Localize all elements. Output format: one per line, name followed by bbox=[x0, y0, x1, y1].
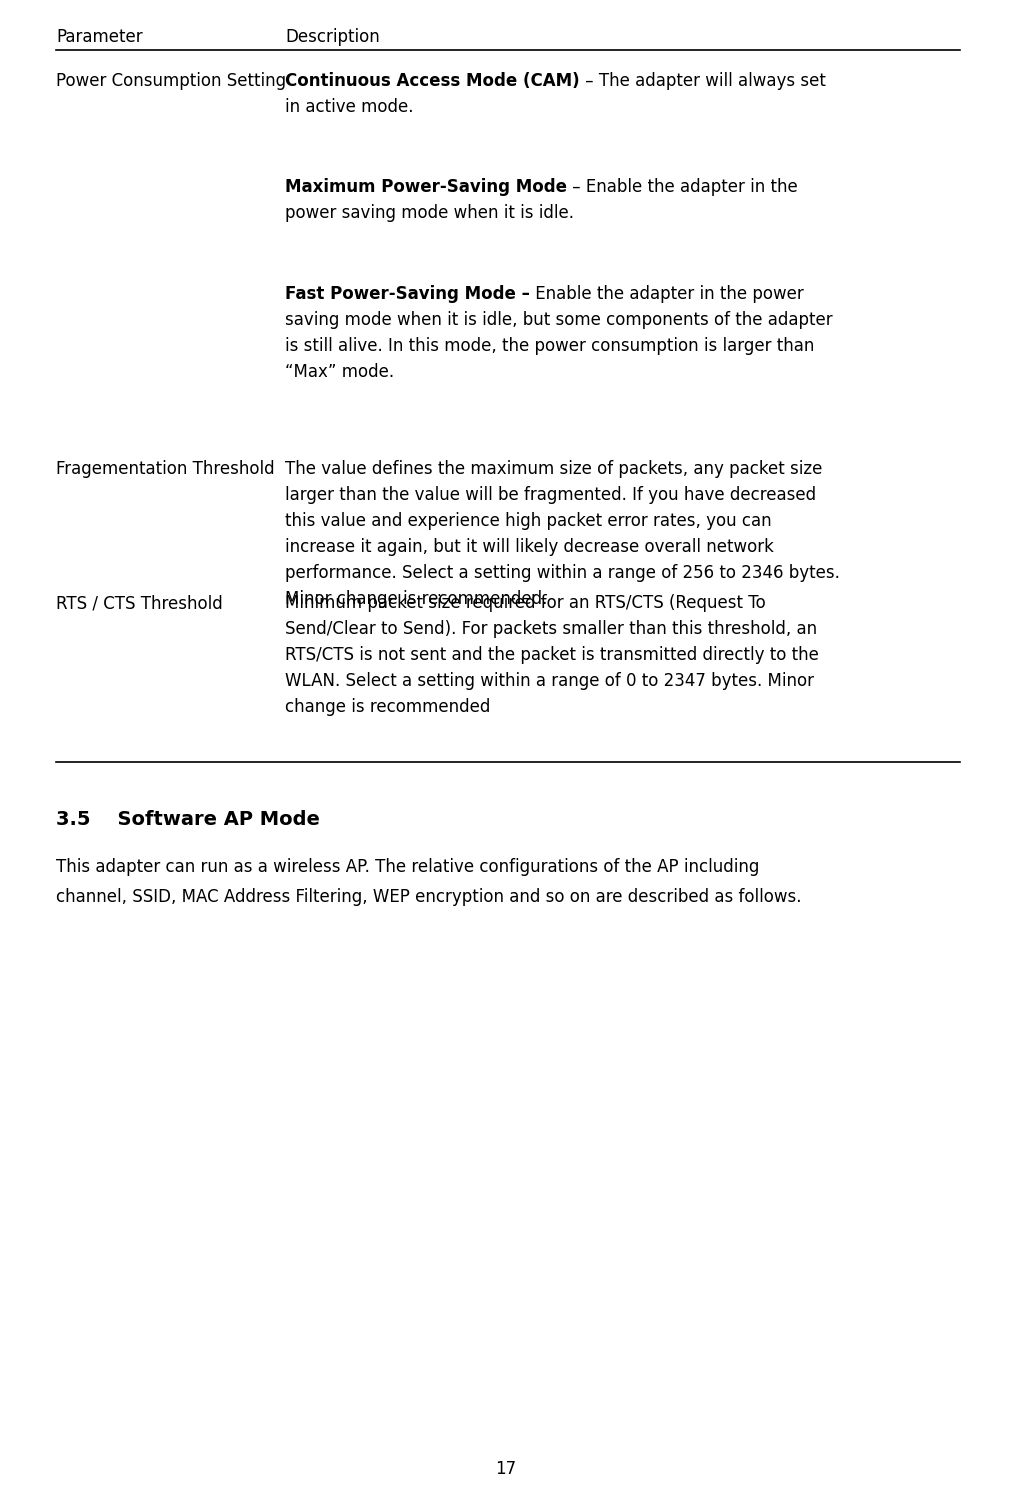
Text: Fast Power-Saving Mode –: Fast Power-Saving Mode – bbox=[285, 285, 530, 303]
Text: power saving mode when it is idle.: power saving mode when it is idle. bbox=[285, 205, 573, 223]
Text: Power Consumption Setting: Power Consumption Setting bbox=[56, 72, 286, 90]
Text: increase it again, but it will likely decrease overall network: increase it again, but it will likely de… bbox=[285, 538, 773, 556]
Text: RTS/CTS is not sent and the packet is transmitted directly to the: RTS/CTS is not sent and the packet is tr… bbox=[285, 645, 818, 663]
Text: this value and experience high packet error rates, you can: this value and experience high packet er… bbox=[285, 512, 770, 530]
Text: Send/Clear to Send). For packets smaller than this threshold, an: Send/Clear to Send). For packets smaller… bbox=[285, 620, 816, 638]
Text: This adapter can run as a wireless AP. The relative configurations of the AP inc: This adapter can run as a wireless AP. T… bbox=[56, 858, 758, 875]
Text: Minimum packet size required for an RTS/CTS (Request To: Minimum packet size required for an RTS/… bbox=[285, 595, 765, 613]
Text: change is recommended: change is recommended bbox=[285, 698, 490, 716]
Text: Enable the adapter in the power: Enable the adapter in the power bbox=[530, 285, 803, 303]
Text: channel, SSID, MAC Address Filtering, WEP encryption and so on are described as : channel, SSID, MAC Address Filtering, WE… bbox=[56, 887, 801, 905]
Text: Description: Description bbox=[285, 28, 379, 46]
Text: The value defines the maximum size of packets, any packet size: The value defines the maximum size of pa… bbox=[285, 460, 822, 478]
Text: Minor change is recommended.: Minor change is recommended. bbox=[285, 590, 547, 608]
Text: performance. Select a setting within a range of 256 to 2346 bytes.: performance. Select a setting within a r… bbox=[285, 565, 839, 583]
Text: 17: 17 bbox=[495, 1460, 516, 1478]
Text: – Enable the adapter in the: – Enable the adapter in the bbox=[566, 178, 797, 196]
Text: 3.5    Software AP Mode: 3.5 Software AP Mode bbox=[56, 810, 319, 829]
Text: WLAN. Select a setting within a range of 0 to 2347 bytes. Minor: WLAN. Select a setting within a range of… bbox=[285, 672, 813, 690]
Text: “Max” mode.: “Max” mode. bbox=[285, 363, 393, 381]
Text: saving mode when it is idle, but some components of the adapter: saving mode when it is idle, but some co… bbox=[285, 311, 832, 329]
Text: Fragementation Threshold: Fragementation Threshold bbox=[56, 460, 274, 478]
Text: RTS / CTS Threshold: RTS / CTS Threshold bbox=[56, 595, 222, 613]
Text: Maximum Power-Saving Mode: Maximum Power-Saving Mode bbox=[285, 178, 566, 196]
Text: is still alive. In this mode, the power consumption is larger than: is still alive. In this mode, the power … bbox=[285, 338, 814, 356]
Text: – The adapter will always set: – The adapter will always set bbox=[579, 72, 825, 90]
Text: in active mode.: in active mode. bbox=[285, 99, 413, 117]
Text: Parameter: Parameter bbox=[56, 28, 143, 46]
Text: larger than the value will be fragmented. If you have decreased: larger than the value will be fragmented… bbox=[285, 486, 815, 503]
Text: Continuous Access Mode (CAM): Continuous Access Mode (CAM) bbox=[285, 72, 579, 90]
